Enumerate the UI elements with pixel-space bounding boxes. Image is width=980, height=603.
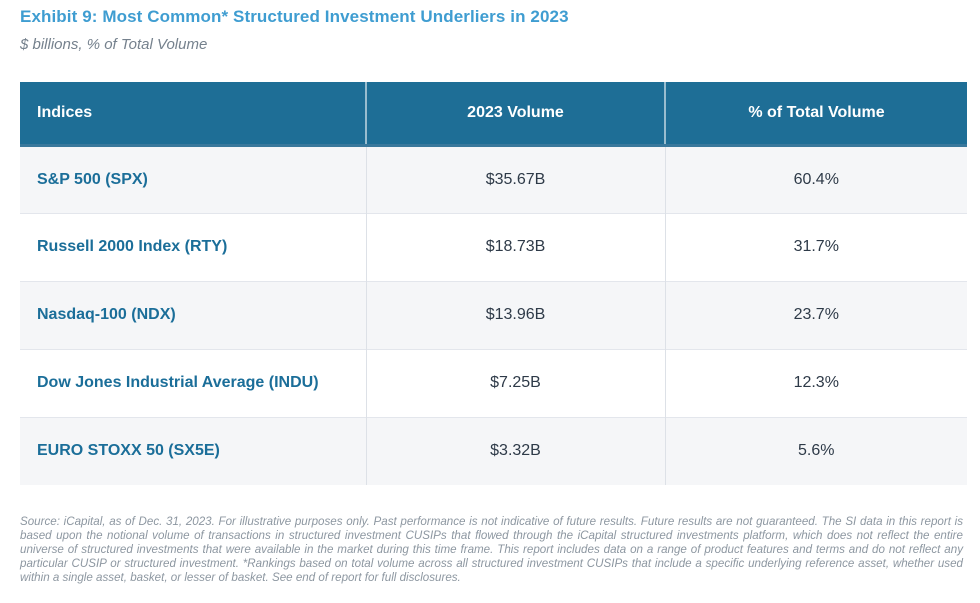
table-row: S&P 500 (SPX) $35.67B 60.4% [20, 145, 967, 213]
volume-value: $18.73B [365, 212, 665, 281]
volume-value: $13.96B [365, 280, 665, 349]
column-header-pct-total-volume: % of Total Volume [664, 82, 967, 147]
index-name: Russell 2000 Index (RTY) [20, 212, 366, 281]
table-header-row: Indices 2023 Volume % of Total Volume [20, 82, 967, 147]
volume-value: $7.25B [365, 348, 665, 417]
index-name: Nasdaq-100 (NDX) [20, 280, 366, 349]
column-header-indices: Indices [20, 82, 366, 147]
table-row: Nasdaq-100 (NDX) $13.96B 23.7% [20, 280, 967, 349]
volume-value: $35.67B [365, 145, 665, 213]
index-name: S&P 500 (SPX) [37, 170, 148, 188]
column-header-2023-volume: 2023 Volume [365, 82, 665, 147]
pct-value: 60.4% [664, 145, 967, 213]
exhibit-title: Exhibit 9: Most Common* Structured Inves… [20, 7, 569, 26]
exhibit-subtitle: $ billions, % of Total Volume [20, 36, 208, 53]
table-row: Dow Jones Industrial Average (INDU) $7.2… [20, 348, 967, 417]
index-name: Dow Jones Industrial Average (INDU) [20, 348, 366, 417]
table-row: Russell 2000 Index (RTY) $18.73B 31.7% [20, 212, 967, 281]
pct-value: 23.7% [664, 280, 967, 349]
underliers-table: Indices 2023 Volume % of Total Volume S&… [20, 82, 967, 485]
source-footnote: Source: iCapital, as of Dec. 31, 2023. F… [20, 515, 963, 585]
table-row: EURO STOXX 50 (SX5E) $3.32B 5.6% [20, 416, 967, 485]
pct-value: 12.3% [664, 348, 967, 417]
pct-value: 31.7% [664, 212, 967, 281]
pct-value: 5.6% [664, 416, 967, 485]
volume-value: $3.32B [365, 416, 665, 485]
index-name: EURO STOXX 50 (SX5E) [20, 416, 366, 485]
report-page: Exhibit 9: Most Common* Structured Inves… [20, 7, 967, 585]
